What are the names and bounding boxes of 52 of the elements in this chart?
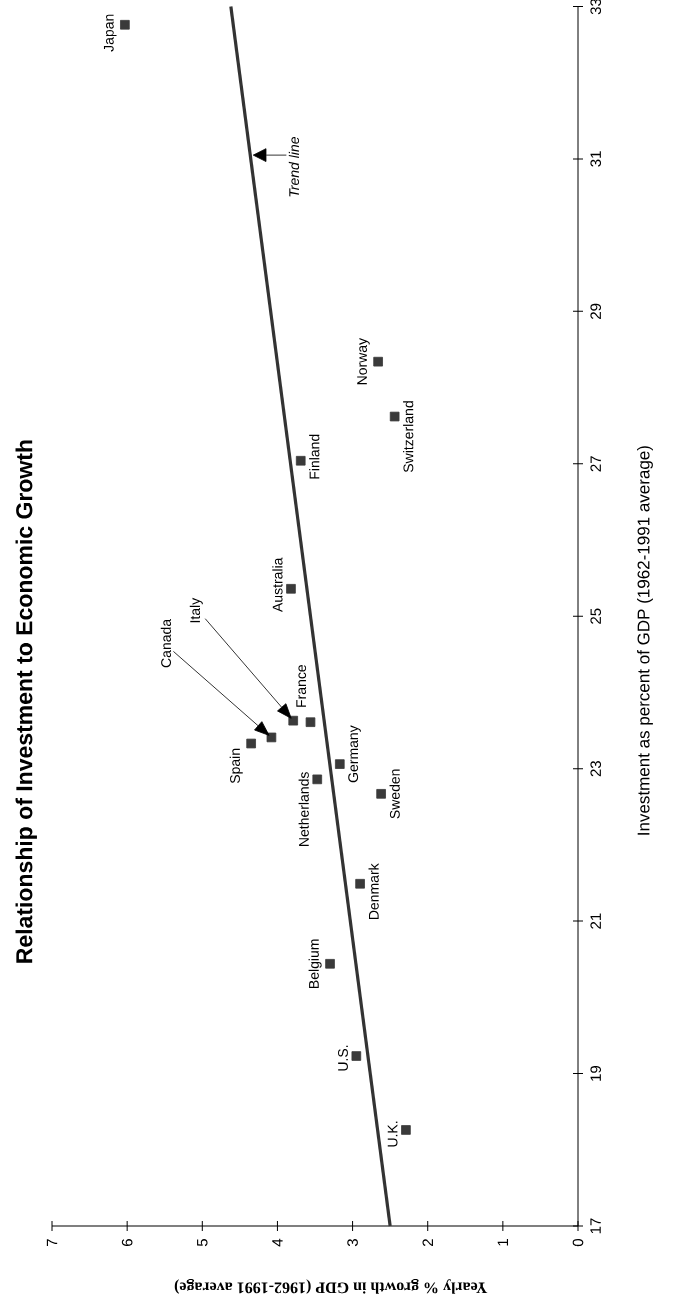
point	[120, 19, 130, 30]
x-tick-label: 2	[422, 1239, 433, 1246]
annotation: Netherlands	[298, 772, 309, 846]
y-tick-label: 23	[590, 761, 602, 777]
y-tick-label: 29	[590, 303, 602, 319]
point	[266, 732, 277, 743]
point	[286, 584, 296, 594]
point	[373, 356, 383, 367]
x-tick-label: 1	[497, 1239, 509, 1246]
annotation: Australia	[272, 557, 283, 612]
point	[305, 717, 316, 727]
annotation: Germany	[348, 725, 361, 783]
annotation: Denmark	[368, 863, 379, 920]
y-tick-label: 25	[590, 608, 602, 624]
annotation: Canada	[160, 618, 172, 668]
annotation: Finland	[309, 434, 320, 479]
x-tick-label: 3	[347, 1239, 358, 1247]
point	[355, 878, 365, 889]
x-tick-label: 5	[197, 1239, 208, 1247]
x-tick-label: 6	[121, 1239, 133, 1246]
x-axis-title: Yearly % growth in GDP (1962-1991 average)	[174, 1279, 488, 1294]
y-tick-label: 17	[590, 1218, 601, 1234]
point	[312, 774, 323, 785]
y-tick-label: 31	[590, 151, 602, 167]
y-axis-title: Investment as percent of GDP (1962-1991 average)	[637, 446, 653, 835]
point	[351, 1051, 362, 1061]
y-tick-label: 19	[590, 1065, 602, 1081]
annotation: France	[296, 665, 307, 707]
point	[389, 411, 400, 422]
annotation: Sweden	[389, 769, 400, 819]
point	[325, 959, 335, 969]
point	[246, 738, 256, 749]
annotation: Trend line	[288, 137, 300, 197]
annotation: Switzerland	[403, 401, 414, 473]
y-tick-label: 27	[590, 456, 601, 472]
annotation: Norway	[357, 337, 370, 385]
point	[335, 759, 345, 769]
x-tick-label: 7	[46, 1239, 58, 1246]
annotation: Belgium	[308, 939, 322, 988]
annotation: Spain	[229, 748, 243, 784]
x-tick-label: 4	[272, 1238, 283, 1247]
annotation: Japan	[103, 14, 117, 52]
annotation: Italy	[189, 597, 203, 623]
point	[376, 789, 386, 799]
annotation: U.S.	[338, 1045, 348, 1071]
x-tick-label: 0	[572, 1238, 584, 1247]
point	[295, 455, 306, 466]
point	[288, 715, 299, 726]
annotation: U.K.	[387, 1121, 398, 1147]
y-tick-label: 21	[590, 913, 601, 929]
point	[401, 1125, 411, 1135]
text: Relationship of Investment to Economic Growth	[15, 440, 37, 963]
